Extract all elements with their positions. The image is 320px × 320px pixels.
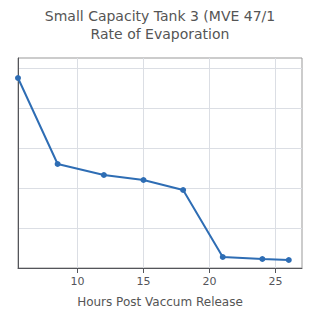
- svg-text:10: 10: [70, 275, 84, 288]
- svg-text:Small Capacity Tank 3 (MVE 47/: Small Capacity Tank 3 (MVE 47/1: [45, 8, 275, 24]
- svg-text:Rate of Evaporation: Rate of Evaporation: [91, 26, 230, 42]
- svg-text:20: 20: [203, 275, 217, 288]
- svg-text:15: 15: [136, 275, 150, 288]
- svg-text:Hours Post Vaccum Release: Hours Post Vaccum Release: [77, 295, 243, 309]
- svg-text:25: 25: [269, 275, 283, 288]
